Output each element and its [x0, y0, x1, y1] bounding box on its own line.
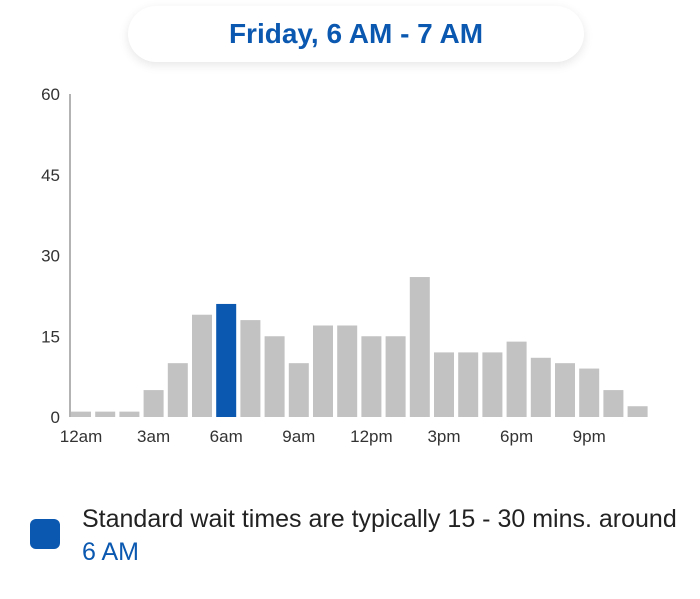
x-tick-label: 12am	[60, 427, 103, 446]
bar	[167, 363, 188, 417]
x-tick-label: 6pm	[500, 427, 533, 446]
bar	[240, 320, 261, 417]
bar	[143, 390, 164, 417]
legend-highlight-time: 6 AM	[82, 538, 139, 566]
x-tick-label: 3am	[137, 427, 170, 446]
bar	[409, 277, 430, 417]
x-tick-label: 9pm	[573, 427, 606, 446]
bar	[579, 368, 600, 417]
y-tick-label: 45	[41, 166, 60, 185]
page-title: Friday, 6 AM - 7 AM	[228, 18, 484, 49]
legend-description: Standard wait times are typically 15 - 3…	[82, 505, 677, 533]
wait-time-bar-chart: 0 15 30 45 60 12am 3am 6am 9am 12pm 3pm 6pm 9pm	[41, 85, 648, 446]
bar	[288, 363, 309, 417]
legend-text: Standard wait times are typically 15 - 3…	[82, 503, 692, 569]
bar	[434, 352, 454, 417]
bar	[555, 363, 575, 417]
bar	[627, 406, 648, 417]
x-tick-label: 3pm	[427, 427, 460, 446]
bar	[192, 314, 212, 417]
bar	[530, 357, 551, 417]
bar	[361, 336, 382, 417]
bar	[385, 336, 406, 417]
x-tick-label: 6am	[210, 427, 243, 446]
bar	[603, 390, 624, 417]
y-tick-label: 60	[41, 85, 60, 104]
bar-highlighted	[216, 303, 237, 417]
bar	[95, 411, 116, 417]
x-tick-label: 9am	[282, 427, 315, 446]
y-tick-label: 15	[41, 327, 60, 346]
bar	[458, 352, 479, 417]
bar	[337, 325, 358, 417]
bar	[506, 341, 527, 417]
x-tick-label: 12pm	[350, 427, 393, 446]
bar	[119, 411, 140, 417]
bar	[313, 325, 333, 417]
y-tick-label: 30	[41, 247, 60, 266]
bar	[264, 336, 285, 417]
bar	[71, 411, 91, 417]
title-pill: Friday, 6 AM - 7 AM	[128, 6, 584, 62]
legend-swatch	[30, 519, 60, 549]
y-tick-label: 0	[51, 408, 60, 427]
bar	[482, 352, 503, 417]
